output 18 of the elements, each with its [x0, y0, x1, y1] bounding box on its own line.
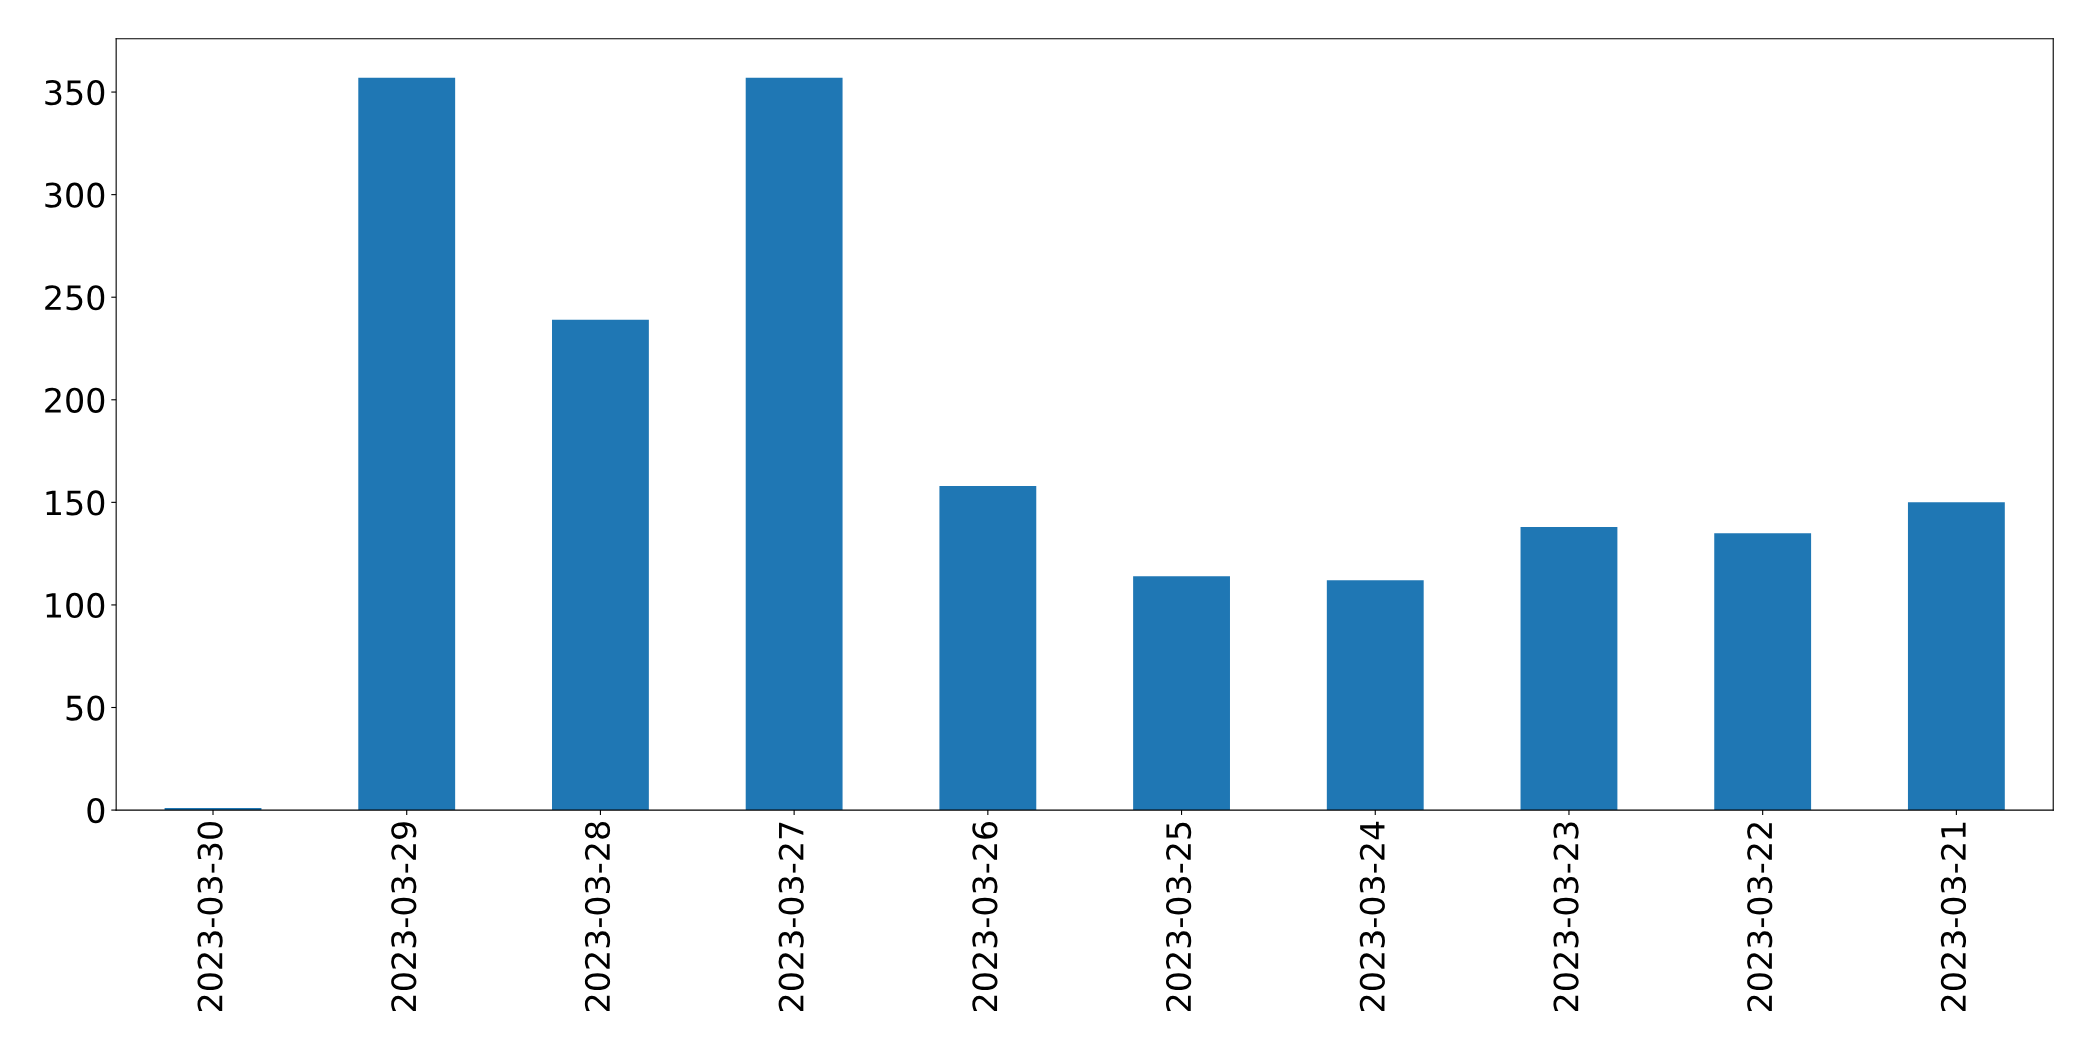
y-tick-label: 200: [45, 387, 105, 413]
x-tick-label: 2023-03-22: [1747, 823, 1773, 1012]
x-tick-label: 2023-03-30: [197, 822, 223, 1012]
y-tick-label: 150: [46, 490, 105, 516]
x-tick-label: 2023-03-28: [584, 822, 611, 1012]
y-tick-label: 250: [45, 285, 105, 311]
y-tick-label: 300: [45, 182, 105, 208]
x-tick-label: 2023-03-25: [1166, 822, 1192, 1012]
x-tick-label: 2023-03-23: [1553, 822, 1579, 1012]
x-tick-label: 2023-03-26: [972, 821, 998, 1012]
x-tick-label: 2023-03-21: [1940, 822, 1967, 1012]
x-tick-label: 2023-03-24: [1359, 821, 1385, 1012]
y-tick-label: 100: [46, 592, 105, 619]
x-tick-label: 2023-03-27: [778, 822, 804, 1012]
y-tick-label: 350: [45, 79, 105, 106]
y-tick-label: 50: [66, 695, 105, 721]
x-tick-label: 2023-03-29: [391, 822, 417, 1012]
y-tick-label: 0: [87, 798, 105, 824]
